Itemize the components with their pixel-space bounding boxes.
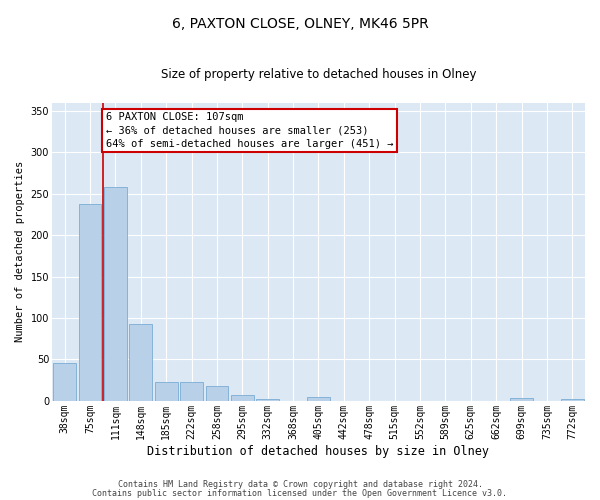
Bar xyxy=(231,395,254,401)
Bar xyxy=(206,386,229,401)
Text: 6 PAXTON CLOSE: 107sqm
← 36% of detached houses are smaller (253)
64% of semi-de: 6 PAXTON CLOSE: 107sqm ← 36% of detached… xyxy=(106,112,393,149)
Bar xyxy=(155,382,178,401)
Bar xyxy=(256,400,279,401)
Title: Size of property relative to detached houses in Olney: Size of property relative to detached ho… xyxy=(161,68,476,80)
Bar xyxy=(130,324,152,401)
Text: 6, PAXTON CLOSE, OLNEY, MK46 5PR: 6, PAXTON CLOSE, OLNEY, MK46 5PR xyxy=(172,18,428,32)
Bar xyxy=(561,400,584,401)
Text: Contains public sector information licensed under the Open Government Licence v3: Contains public sector information licen… xyxy=(92,488,508,498)
Bar xyxy=(510,398,533,401)
Y-axis label: Number of detached properties: Number of detached properties xyxy=(15,161,25,342)
Text: Contains HM Land Registry data © Crown copyright and database right 2024.: Contains HM Land Registry data © Crown c… xyxy=(118,480,482,489)
Bar xyxy=(180,382,203,401)
Bar xyxy=(104,187,127,401)
Bar xyxy=(53,363,76,401)
Bar xyxy=(79,204,101,401)
Bar xyxy=(307,397,330,401)
X-axis label: Distribution of detached houses by size in Olney: Distribution of detached houses by size … xyxy=(148,444,490,458)
